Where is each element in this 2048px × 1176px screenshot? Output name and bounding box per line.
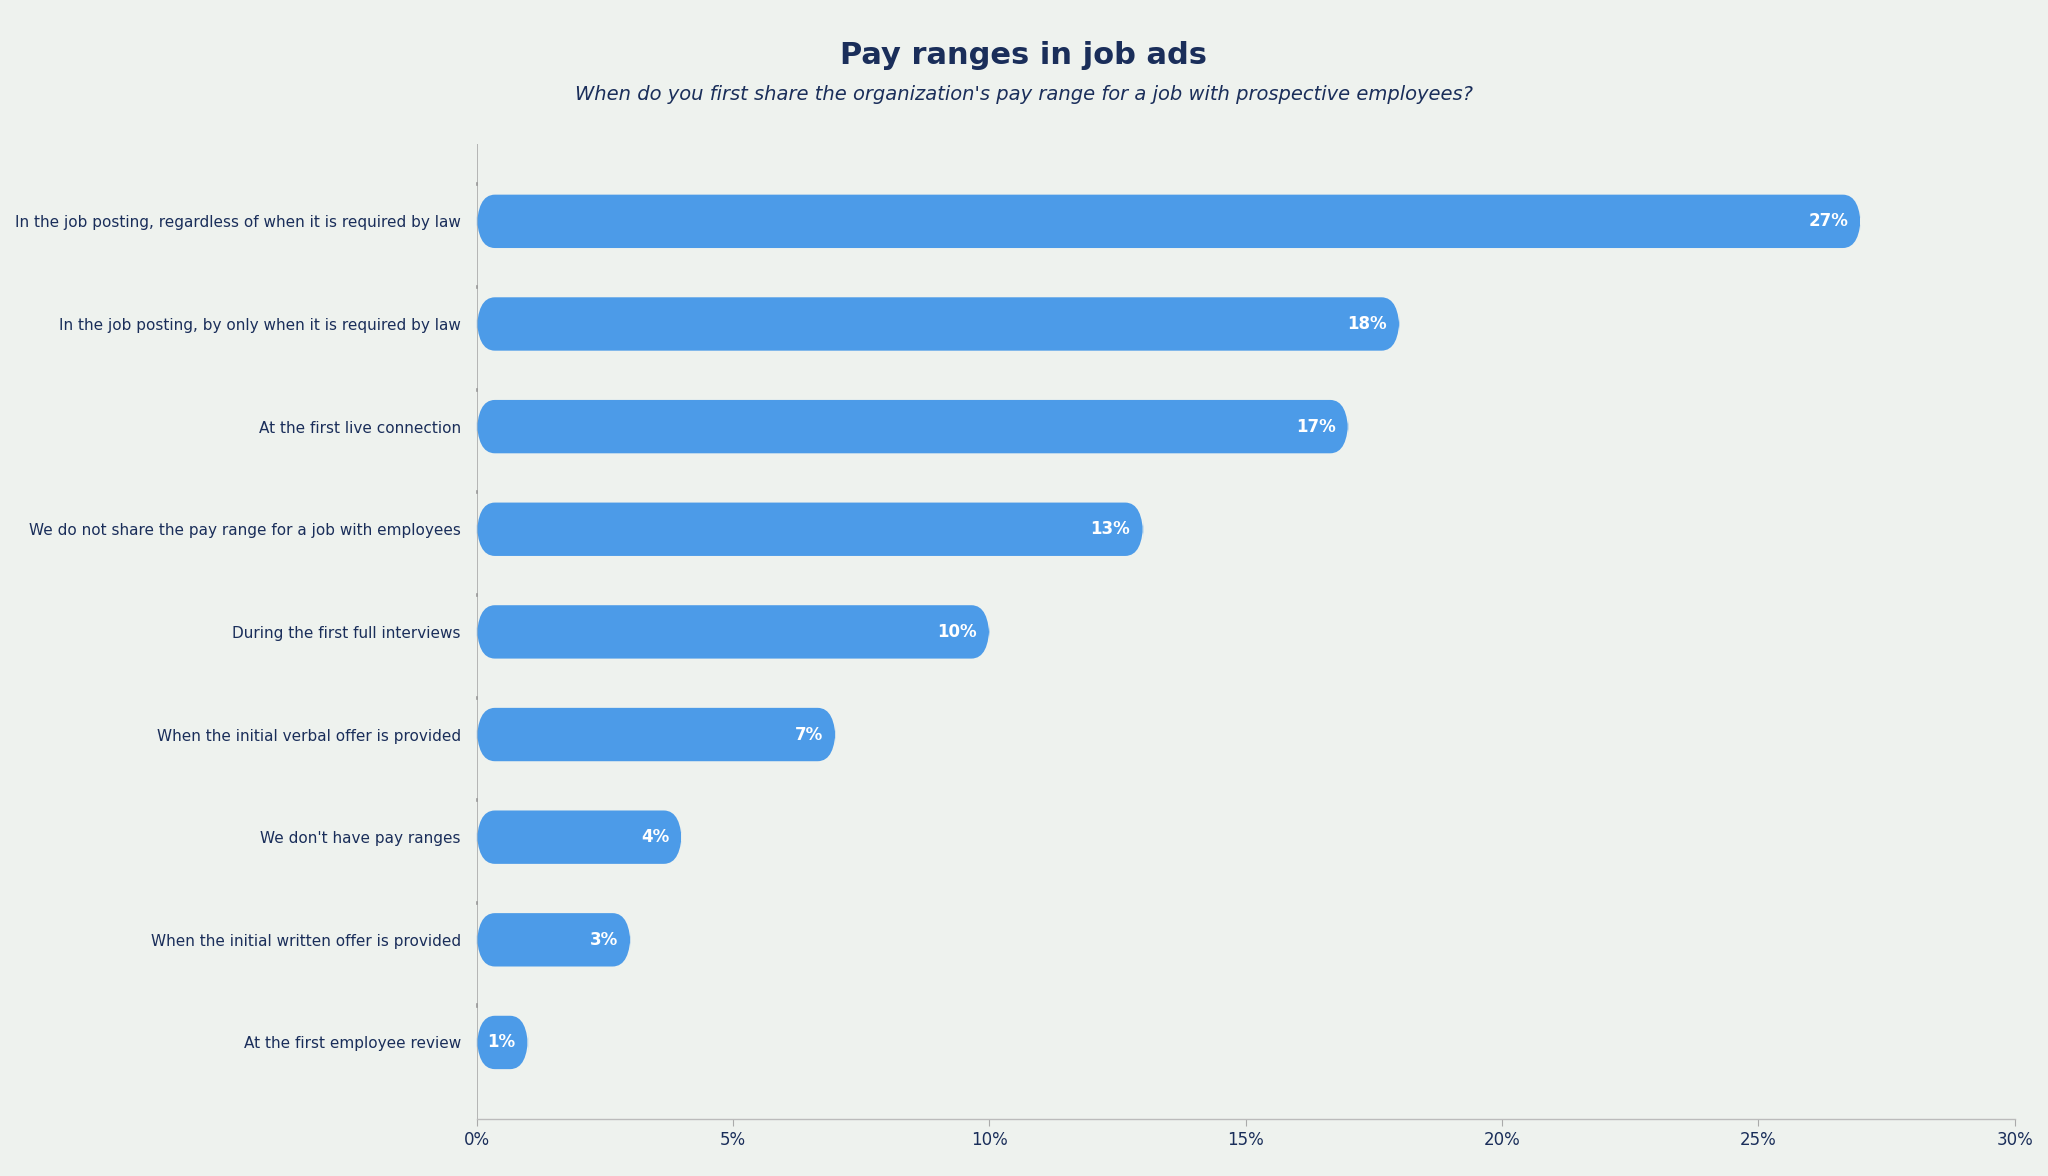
Text: 27%: 27% [1808,213,1847,230]
Text: 3%: 3% [590,931,618,949]
Text: 7%: 7% [795,726,823,743]
FancyBboxPatch shape [477,606,989,659]
Text: Pay ranges in job ads: Pay ranges in job ads [840,41,1208,71]
Text: 17%: 17% [1296,417,1335,435]
Text: When do you first share the organization's pay range for a job with prospective : When do you first share the organization… [575,85,1473,103]
Text: 13%: 13% [1092,520,1130,539]
Text: 18%: 18% [1348,315,1386,333]
Text: 4%: 4% [641,828,670,847]
Text: 10%: 10% [938,623,977,641]
FancyBboxPatch shape [477,708,836,761]
FancyBboxPatch shape [477,400,1348,453]
FancyBboxPatch shape [477,298,1399,350]
Text: 1%: 1% [487,1034,516,1051]
FancyBboxPatch shape [477,913,631,967]
FancyBboxPatch shape [477,1016,528,1069]
FancyBboxPatch shape [477,810,682,864]
FancyBboxPatch shape [477,502,1143,556]
FancyBboxPatch shape [477,195,1862,248]
